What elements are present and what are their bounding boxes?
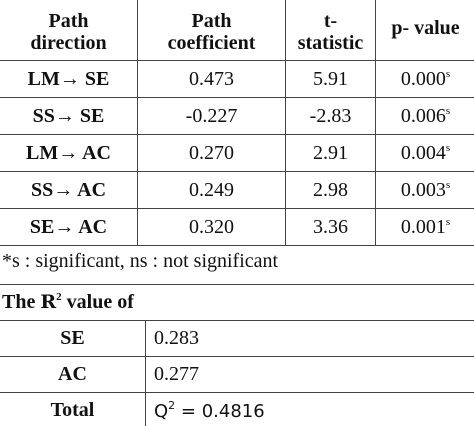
- r2-label: AC: [0, 356, 146, 393]
- header-text: Path: [48, 10, 89, 32]
- header-text: coefficient: [167, 32, 256, 54]
- p-value: 0.006: [400, 104, 446, 127]
- header-text: direction: [30, 32, 107, 54]
- p-value-cell: 0.000s: [375, 60, 474, 98]
- header-text: t-: [323, 10, 338, 32]
- header-cell: Path direction: [0, 0, 138, 61]
- cell-value: -0.227: [137, 97, 286, 135]
- p-value-cell: 0.003s: [375, 171, 474, 209]
- header-text: Path: [191, 10, 232, 32]
- data-row: SS→ AC 0.249 2.98 0.003s: [0, 171, 474, 209]
- header-text: statistic: [297, 32, 364, 54]
- significance-mark: s: [445, 215, 451, 228]
- header-cell: Path coefficient: [137, 0, 286, 61]
- header-cell: t-statistic: [285, 0, 376, 61]
- r2-heading-row: The R2 value of: [0, 284, 474, 321]
- cell-value: 0.320: [137, 208, 286, 246]
- total-label: Total: [0, 392, 146, 426]
- path-direction: SS→ AC: [0, 171, 138, 209]
- r2-label: SE: [0, 320, 146, 357]
- total-row: Total Q2 = 0.4816: [0, 392, 474, 426]
- total-symbol: Q: [154, 401, 169, 422]
- p-value-cell: 0.004s: [375, 134, 474, 172]
- r2-row: SE 0.283: [0, 320, 474, 357]
- total-sup: 2: [168, 399, 176, 412]
- data-row: SS→ SE -0.227 -2.83 0.006s: [0, 97, 474, 135]
- total-number: = 0.4816: [180, 401, 265, 422]
- significance-mark: s: [445, 178, 451, 191]
- header-cell: p- value: [375, 0, 474, 61]
- r2-row: AC 0.277: [0, 356, 474, 393]
- significance-mark: s: [445, 141, 451, 154]
- p-value-cell: 0.001s: [375, 208, 474, 246]
- path-direction: LM→ SE: [0, 60, 138, 98]
- heading-symbol: R: [40, 291, 57, 313]
- path-direction: LM→ AC: [0, 134, 138, 172]
- p-value: 0.003: [400, 178, 446, 201]
- significance-mark: s: [445, 67, 451, 80]
- cell-value: 5.91: [285, 60, 376, 98]
- cell-value: 2.91: [285, 134, 376, 172]
- heading-text: value of: [66, 291, 134, 313]
- p-value: 0.000: [400, 67, 446, 90]
- results-table: Path direction Path coefficient t-statisti…: [0, 0, 474, 246]
- cell-value: 0.473: [137, 60, 286, 98]
- data-row: LM→ SE 0.473 5.91 0.000s: [0, 60, 474, 98]
- heading-sup: 2: [56, 291, 62, 303]
- significance-mark: s: [445, 104, 451, 117]
- cell-value: 3.36: [285, 208, 376, 246]
- heading-text: The: [2, 291, 36, 313]
- p-value: 0.004: [400, 141, 446, 164]
- path-direction: SS→ SE: [0, 97, 138, 135]
- r2-heading: The R2 value of: [0, 284, 474, 321]
- r2-table: The R2 value of SE 0.283 AC 0.277 Total …: [0, 284, 474, 426]
- header-row: Path direction Path coefficient t-statisti…: [0, 0, 474, 61]
- cell-value: 0.249: [137, 171, 286, 209]
- header-text: p- value: [391, 16, 460, 39]
- data-row: LM→ AC 0.270 2.91 0.004s: [0, 134, 474, 172]
- r2-value: 0.277: [144, 356, 474, 393]
- data-row: SE→ AC 0.320 3.36 0.001s: [0, 208, 474, 246]
- path-direction: SE→ AC: [0, 208, 138, 246]
- p-value: 0.001: [400, 215, 446, 238]
- cell-value: 2.98: [285, 171, 376, 209]
- cell-value: 0.270: [137, 134, 286, 172]
- footnote: *s : significant, ns : not significant: [2, 250, 279, 272]
- r2-value: 0.283: [144, 320, 474, 357]
- p-value-cell: 0.006s: [375, 97, 474, 135]
- total-value: Q2 = 0.4816: [144, 392, 474, 426]
- cell-value: -2.83: [285, 97, 376, 135]
